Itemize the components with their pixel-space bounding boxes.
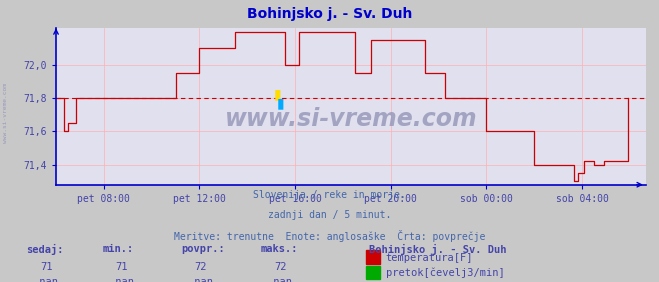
Text: 71: 71 <box>116 262 128 272</box>
Text: pretok[čevelj3/min]: pretok[čevelj3/min] <box>386 268 504 278</box>
Text: ▮: ▮ <box>276 96 284 110</box>
Text: -nan: -nan <box>34 277 59 282</box>
Text: temperatura[F]: temperatura[F] <box>386 253 473 263</box>
Text: www.si-vreme.com: www.si-vreme.com <box>3 83 8 143</box>
Text: ▮: ▮ <box>273 87 281 101</box>
Text: min.:: min.: <box>102 244 133 254</box>
Text: Meritve: trenutne  Enote: anglosaške  Črta: povprečje: Meritve: trenutne Enote: anglosaške Črta… <box>174 230 485 242</box>
Text: Slovenija / reke in morje.: Slovenija / reke in morje. <box>253 190 406 200</box>
Text: Bohinjsko j. - Sv. Duh: Bohinjsko j. - Sv. Duh <box>369 244 507 255</box>
Text: sedaj:: sedaj: <box>26 244 64 255</box>
Text: povpr.:: povpr.: <box>181 244 225 254</box>
Text: maks.:: maks.: <box>260 244 298 254</box>
Text: 72: 72 <box>274 262 286 272</box>
Text: www.si-vreme.com: www.si-vreme.com <box>225 107 477 131</box>
Text: zadnji dan / 5 minut.: zadnji dan / 5 minut. <box>268 210 391 220</box>
Text: Bohinjsko j. - Sv. Duh: Bohinjsko j. - Sv. Duh <box>247 7 412 21</box>
Text: 71: 71 <box>40 262 52 272</box>
Text: -nan: -nan <box>188 277 214 282</box>
Text: 72: 72 <box>195 262 207 272</box>
Text: -nan: -nan <box>109 277 134 282</box>
Text: -nan: -nan <box>268 277 293 282</box>
